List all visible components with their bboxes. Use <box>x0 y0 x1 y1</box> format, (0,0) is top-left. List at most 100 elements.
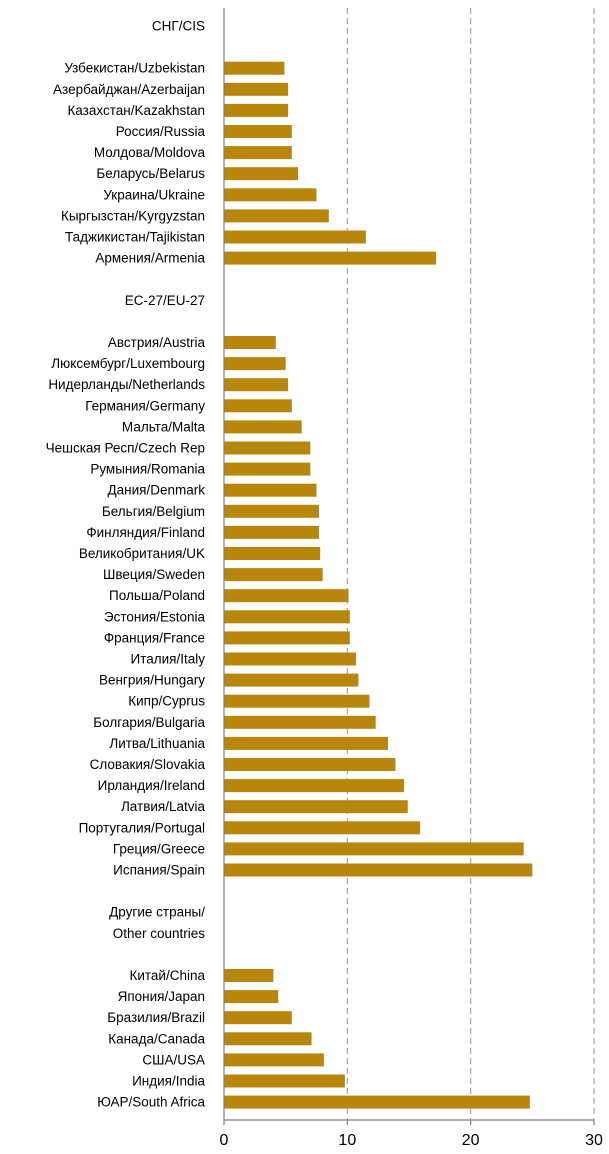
bar-37 <box>224 800 408 814</box>
bar-3 <box>224 82 289 96</box>
bar-24 <box>224 525 319 539</box>
category-label-28: Эстония/Estonia <box>104 609 206 624</box>
category-label-37: Латвия/Latvia <box>121 799 206 814</box>
category-label-39: Греция/Greece <box>113 841 205 856</box>
bar-33 <box>224 715 376 729</box>
bar-2 <box>224 61 285 75</box>
category-label-38: Португалия/Portugal <box>79 820 205 835</box>
bar-32 <box>224 694 370 708</box>
bar-29 <box>224 631 350 645</box>
category-label-34: Литва/Lithuania <box>109 736 205 751</box>
category-label-21: Румыния/Romania <box>90 462 205 477</box>
bar-35 <box>224 758 396 771</box>
bar-51 <box>224 1095 530 1109</box>
bar-38 <box>224 821 421 835</box>
category-label-2: Узбекистан/Uzbekistan <box>64 61 205 76</box>
category-label-27: Польша/Poland <box>109 588 205 603</box>
bar-40 <box>224 863 533 877</box>
category-label-13: ЕС-27/EU-27 <box>125 293 205 308</box>
category-label-19: Мальта/Malta <box>122 419 206 434</box>
bar-30 <box>224 652 356 666</box>
bar-6 <box>224 146 292 160</box>
bar-17 <box>224 378 289 392</box>
bar-27 <box>224 589 349 603</box>
category-label-11: Армения/Armenia <box>95 251 205 266</box>
category-label-0: СНГ/CIS <box>152 19 205 34</box>
category-label-51: ЮАР/South Africa <box>97 1095 205 1110</box>
category-label-48: Канада/Canada <box>108 1031 205 1046</box>
category-label-16: Люксембург/Luxembourg <box>51 356 205 371</box>
category-label-20: Чешская Респ/Czech Rep <box>46 441 205 456</box>
bar-4 <box>224 103 289 117</box>
bar-15 <box>224 336 276 349</box>
bar-48 <box>224 1032 312 1046</box>
bar-28 <box>224 610 350 624</box>
category-label-32: Кипр/Cyprus <box>128 694 205 709</box>
x-tick-label-2: 20 <box>462 1132 480 1149</box>
category-label-3: Азербайджан/Azerbaijan <box>53 82 205 97</box>
category-label-25: Великобритания/UK <box>79 546 205 561</box>
category-label-33: Болгария/Bulgaria <box>93 715 205 730</box>
category-label-9: Кыргызстан/Kyrgyzstan <box>61 208 205 223</box>
category-label-35: Словакия/Slovakia <box>90 757 206 772</box>
category-label-26: Швеция/Sweden <box>103 567 205 582</box>
bar-7 <box>224 167 298 181</box>
category-label-18: Германия/Germany <box>85 398 205 413</box>
x-tick-label-0: 0 <box>220 1132 229 1149</box>
category-label-49: США/USA <box>142 1052 205 1067</box>
category-label-36: Ирландия/Ireland <box>98 778 205 793</box>
bar-19 <box>224 420 302 434</box>
x-tick-label-1: 10 <box>338 1132 356 1149</box>
category-label-30: Италия/Italy <box>131 652 206 667</box>
category-label-10: Таджикистан/Tajikistan <box>65 230 205 245</box>
bar-26 <box>224 568 323 582</box>
bar-46 <box>224 990 279 1004</box>
category-label-45: Китай/China <box>129 968 205 983</box>
bar-23 <box>224 504 319 518</box>
bars <box>224 61 533 1109</box>
bar-50 <box>224 1074 345 1088</box>
gridlines <box>346 8 595 1120</box>
bar-21 <box>224 462 311 476</box>
category-label-29: Франция/France <box>104 630 205 645</box>
bar-18 <box>224 399 292 413</box>
x-tick-label-3: 30 <box>585 1132 603 1149</box>
category-label-7: Беларусь/Belarus <box>96 166 205 181</box>
category-label-47: Бразилия/Brazil <box>107 1010 205 1025</box>
category-label-5: Россия/Russia <box>116 124 206 139</box>
category-label-43: Other countries <box>113 926 206 941</box>
bar-31 <box>224 673 359 687</box>
category-label-4: Казахстан/Kazakhstan <box>67 103 205 118</box>
category-label-22: Дания/Denmark <box>108 483 206 498</box>
bar-16 <box>224 357 286 371</box>
bar-5 <box>224 125 292 138</box>
category-label-17: Нидерланды/Netherlands <box>48 377 205 392</box>
category-label-40: Испания/Spain <box>113 863 205 878</box>
category-label-50: Индия/India <box>132 1074 205 1089</box>
category-label-24: Финляндия/Finland <box>86 525 205 540</box>
tick-labels: 0 10 20 30 <box>220 1132 603 1149</box>
bar-36 <box>224 779 405 793</box>
bar-49 <box>224 1053 324 1067</box>
category-label-42: Другие страны/ <box>109 905 205 920</box>
category-label-8: Украина/Ukraine <box>103 187 205 202</box>
bar-45 <box>224 969 274 982</box>
category-label-46: Япония/Japan <box>118 989 205 1004</box>
bar-39 <box>224 842 524 856</box>
category-labels: СНГ/CIS Узбекистан/Uzbekistan Азербайджан/… <box>46 19 206 1110</box>
category-label-23: Бельгия/Belgium <box>102 504 205 519</box>
category-label-31: Венгрия/Hungary <box>99 673 205 688</box>
bar-25 <box>224 547 321 560</box>
bar-8 <box>224 188 317 202</box>
category-label-15: Австрия/Austria <box>108 335 206 350</box>
bar-10 <box>224 230 366 244</box>
bar-11 <box>224 251 437 265</box>
axes <box>223 8 595 1125</box>
category-label-6: Молдова/Moldova <box>94 145 206 160</box>
bar-34 <box>224 736 389 750</box>
bar-9 <box>224 209 329 223</box>
bar-20 <box>224 441 311 455</box>
bar-22 <box>224 483 317 497</box>
bar-47 <box>224 1011 292 1025</box>
